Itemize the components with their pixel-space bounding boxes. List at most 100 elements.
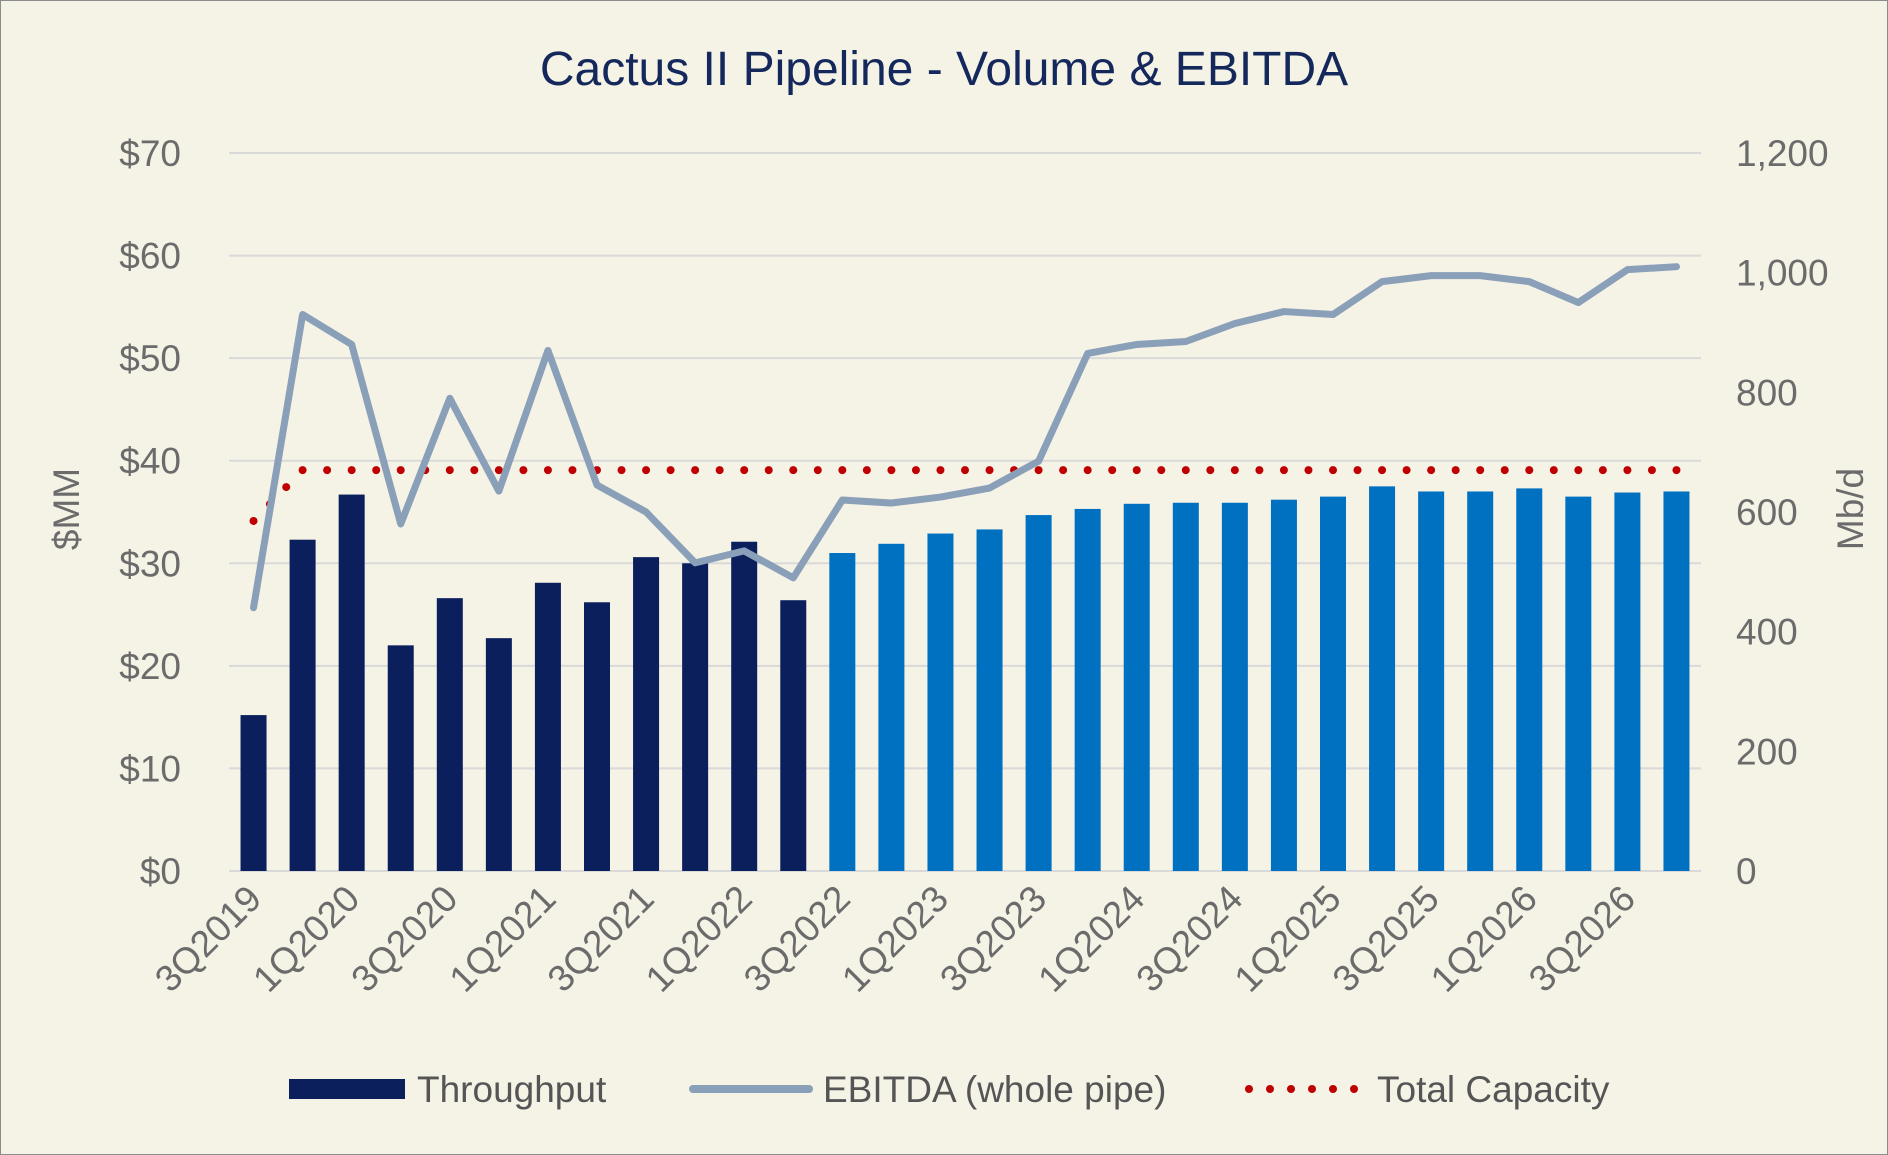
throughput-bar xyxy=(878,543,905,871)
x-tick-label: 3Q2024 xyxy=(1128,878,1250,1000)
x-tick-label: 3Q2021 xyxy=(540,878,662,1000)
right-axis-title: Mb/d xyxy=(1830,468,1871,550)
throughput-bar xyxy=(633,557,660,871)
capacity-dot xyxy=(936,466,945,475)
capacity-dot xyxy=(298,466,307,475)
right-tick-label: 600 xyxy=(1736,492,1798,533)
left-axis-title: $MM xyxy=(46,468,87,550)
capacity-dot xyxy=(813,466,822,475)
capacity-dot xyxy=(1304,466,1313,475)
capacity-dot xyxy=(1549,466,1558,475)
capacity-dot xyxy=(282,483,291,492)
throughput-bar xyxy=(1663,491,1690,871)
capacity-dot xyxy=(1427,466,1436,475)
throughput-bar xyxy=(584,602,610,871)
x-tick-label: 3Q2023 xyxy=(932,878,1054,1000)
right-axis-ticks: 0 200 400 600 800 1,000 1,200 xyxy=(1736,133,1829,892)
capacity-dot xyxy=(494,466,503,475)
right-tick-label: 800 xyxy=(1736,372,1798,413)
x-tick-label: 1Q2023 xyxy=(834,878,956,1000)
legend-label-ebitda: EBITDA (whole pipe) xyxy=(823,1069,1166,1110)
x-tick-label: 3Q2019 xyxy=(147,878,269,1000)
throughput-bar xyxy=(731,541,758,871)
capacity-dot xyxy=(691,466,700,475)
right-tick-label: 0 xyxy=(1736,851,1757,892)
throughput-bar xyxy=(1221,502,1248,871)
capacity-dot xyxy=(543,466,552,475)
capacity-dot xyxy=(789,466,798,475)
x-tick-label: 1Q2024 xyxy=(1030,878,1152,1000)
throughput-bar xyxy=(1467,491,1494,871)
legend: Throughput EBITDA (whole pipe) Total Cap… xyxy=(289,1069,1610,1110)
legend-swatch-throughput xyxy=(289,1079,405,1099)
capacity-dot xyxy=(1378,466,1387,475)
capacity-dot xyxy=(1353,466,1362,475)
throughput-bar xyxy=(485,638,512,871)
x-tick-label: 1Q2026 xyxy=(1423,878,1545,1000)
throughput-bar xyxy=(534,582,561,871)
throughput-bar xyxy=(780,600,807,871)
capacity-dot xyxy=(1329,466,1337,475)
legend-capacity-dot xyxy=(1308,1085,1316,1093)
capacity-dot xyxy=(445,466,454,475)
throughput-bar xyxy=(1025,515,1052,871)
left-axis-ticks: $0 $10 $20 $30 $40 $50 $60 $70 xyxy=(119,133,181,892)
left-tick-label: $70 xyxy=(119,133,181,174)
right-tick-label: 1,000 xyxy=(1736,253,1829,294)
throughput-bar xyxy=(1320,496,1346,871)
legend-swatch-capacity xyxy=(1245,1085,1358,1093)
capacity-dot xyxy=(470,466,479,475)
capacity-dot xyxy=(347,466,356,475)
x-tick-label: 1Q2025 xyxy=(1227,878,1349,1000)
capacity-dot xyxy=(1083,466,1092,475)
left-tick-label: $40 xyxy=(119,441,181,482)
legend-capacity-dot xyxy=(1287,1085,1295,1093)
throughput-bar xyxy=(927,533,954,871)
capacity-dot xyxy=(1598,466,1607,475)
capacity-dot xyxy=(1476,466,1485,475)
right-tick-label: 200 xyxy=(1736,731,1798,772)
capacity-dot xyxy=(715,466,724,475)
x-tick-label: 3Q2026 xyxy=(1521,878,1643,1000)
throughput-bar xyxy=(387,645,414,871)
capacity-dot xyxy=(911,466,920,475)
throughput-bars xyxy=(240,486,1690,871)
capacity-dot xyxy=(1230,466,1239,475)
capacity-dot xyxy=(396,466,405,475)
capacity-dot xyxy=(764,466,773,475)
throughput-bar xyxy=(1516,488,1543,871)
capacity-dot xyxy=(249,516,258,525)
x-tick-label: 3Q2022 xyxy=(736,878,858,1000)
left-tick-label: $60 xyxy=(119,236,181,277)
x-tick-label: 1Q2020 xyxy=(245,878,367,1000)
gridlines xyxy=(229,152,1701,872)
x-axis-ticks: 3Q20191Q20203Q20201Q20213Q20211Q20223Q20… xyxy=(147,878,1643,1000)
x-tick-label: 1Q2021 xyxy=(441,878,563,1000)
legend-label-capacity: Total Capacity xyxy=(1377,1069,1610,1110)
throughput-bar xyxy=(338,494,365,871)
capacity-dot xyxy=(1132,466,1141,475)
capacity-dot xyxy=(642,466,651,475)
capacity-dot xyxy=(961,466,969,475)
capacity-dot xyxy=(568,466,577,475)
ebitda-line xyxy=(250,263,1680,612)
throughput-bar xyxy=(1123,503,1150,871)
left-tick-label: $20 xyxy=(119,646,181,687)
capacity-dot xyxy=(1279,466,1288,475)
throughput-bar xyxy=(1369,486,1396,871)
capacity-dot xyxy=(1181,466,1190,475)
capacity-dot xyxy=(1402,466,1411,475)
throughput-bar xyxy=(436,598,463,871)
legend-capacity-dot xyxy=(1329,1085,1337,1093)
legend-capacity-dot xyxy=(1266,1085,1274,1093)
x-tick-label: 3Q2020 xyxy=(343,878,465,1000)
capacity-dot xyxy=(1525,466,1534,475)
capacity-dot xyxy=(1623,466,1632,475)
x-tick-label: 1Q2022 xyxy=(638,878,760,1000)
throughput-bar xyxy=(1270,499,1297,871)
capacity-dot xyxy=(323,466,332,475)
capacity-dot xyxy=(740,466,749,475)
capacity-dot xyxy=(1451,466,1460,475)
